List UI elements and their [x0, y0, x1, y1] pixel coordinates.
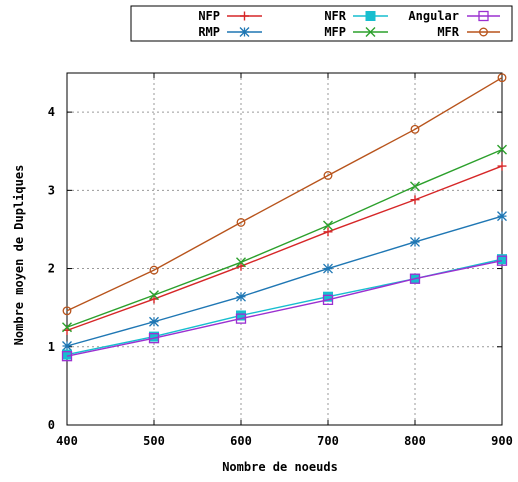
series-line	[66, 149, 503, 328]
y-tick-label: 3	[48, 183, 55, 197]
legend-box	[130, 5, 513, 42]
data-point	[323, 227, 333, 237]
data-point	[236, 257, 246, 268]
y-axis-label: Nombre moyen de Dupliques	[12, 165, 26, 346]
axis-ticks: 400 500 600 700 800 900 0 1 2 3 4	[48, 73, 513, 448]
data-point	[323, 263, 333, 274]
data-point	[365, 27, 376, 37]
data-point	[236, 310, 246, 321]
data-point	[61, 351, 73, 362]
data-point	[62, 306, 72, 316]
legend-item-mfr: MFR	[437, 25, 500, 39]
series-line	[66, 165, 503, 332]
data-point	[149, 316, 159, 327]
x-axis-label: Nombre de noeuds	[222, 460, 338, 474]
legend-label: Angular	[408, 9, 459, 23]
data-point	[323, 220, 333, 231]
legend-label: NFP	[198, 9, 220, 23]
plot-frame	[66, 72, 503, 426]
y-tick-label: 2	[48, 262, 55, 276]
y-tick-label: 1	[48, 340, 55, 354]
data-point	[497, 144, 507, 155]
data-point	[497, 254, 507, 265]
legend-item-rmp: RMP	[198, 25, 262, 39]
x-tick-label: 400	[56, 434, 78, 448]
y-tick-label: 4	[48, 105, 55, 119]
data-point	[497, 211, 507, 222]
data-point	[240, 11, 249, 21]
grid-lines	[67, 73, 502, 425]
series-mfr	[62, 73, 507, 316]
data-point	[236, 291, 246, 302]
data-point	[409, 273, 421, 284]
x-tick-label: 900	[491, 434, 513, 448]
data-point	[239, 27, 250, 37]
series-line	[66, 215, 503, 347]
data-point	[410, 181, 420, 192]
x-tick-label: 800	[404, 434, 426, 448]
series-mfp	[62, 144, 507, 333]
series-layer	[61, 73, 508, 362]
data-point	[236, 217, 246, 227]
series-rmp	[62, 211, 507, 351]
data-point	[478, 10, 489, 22]
data-point	[235, 313, 247, 324]
data-point	[410, 124, 420, 134]
data-point	[62, 322, 72, 333]
series-angular	[61, 255, 508, 362]
data-point	[365, 11, 376, 21]
legend-label: MFR	[437, 25, 459, 39]
data-point	[148, 333, 160, 344]
legend-item-mfp: MFP	[324, 25, 388, 39]
data-point	[410, 237, 420, 247]
legend: NFP RMP NFR MFP Angular MFR	[130, 5, 513, 42]
data-point	[323, 291, 333, 302]
y-tick-label: 0	[48, 418, 55, 432]
data-point	[322, 294, 334, 305]
data-point	[149, 265, 159, 275]
data-point	[149, 290, 159, 301]
legend-label: MFP	[324, 25, 346, 39]
legend-item-nfr: NFR	[324, 9, 388, 23]
data-point	[496, 255, 508, 266]
legend-label: RMP	[198, 25, 220, 39]
data-point	[497, 73, 507, 83]
data-point	[497, 161, 507, 171]
data-point	[149, 331, 159, 342]
data-point	[479, 27, 488, 37]
legend-label: NFR	[324, 9, 346, 23]
data-point	[410, 195, 420, 205]
x-tick-label: 700	[317, 434, 339, 448]
data-point	[62, 341, 72, 351]
legend-item-angular: Angular	[408, 9, 500, 23]
series-line	[66, 260, 503, 357]
x-tick-label: 600	[230, 434, 252, 448]
legend-item-nfp: NFP	[198, 9, 262, 23]
x-tick-label: 500	[143, 434, 165, 448]
series-line	[66, 77, 503, 312]
data-point	[323, 171, 333, 180]
data-point	[62, 349, 72, 360]
